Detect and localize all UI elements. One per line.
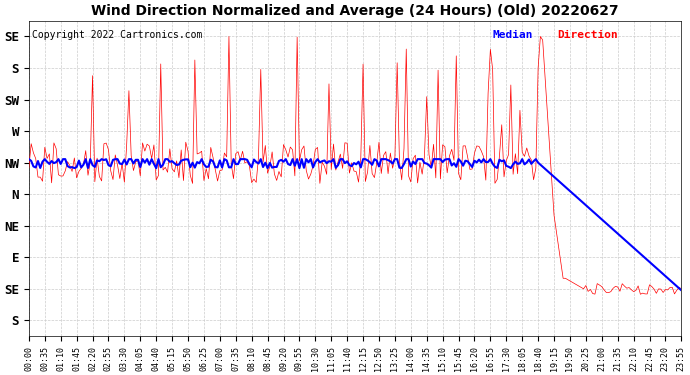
Text: Copyright 2022 Cartronics.com: Copyright 2022 Cartronics.com <box>32 30 203 40</box>
Title: Wind Direction Normalized and Average (24 Hours) (Old) 20220627: Wind Direction Normalized and Average (2… <box>91 4 619 18</box>
Text: Direction: Direction <box>558 30 618 40</box>
Text: Median: Median <box>492 30 533 40</box>
